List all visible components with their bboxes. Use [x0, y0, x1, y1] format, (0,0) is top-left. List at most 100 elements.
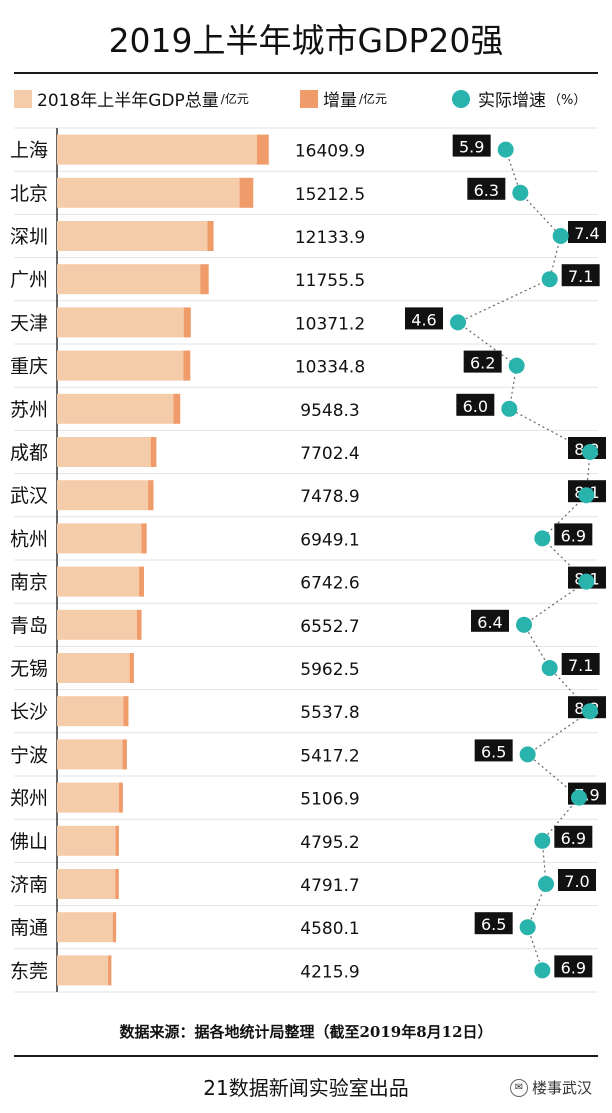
rate-label-bg [405, 307, 443, 330]
legend-item-rate: 实际增速 （%） [452, 86, 586, 111]
bar-base [57, 869, 116, 899]
total-label: 7702.4 [300, 444, 359, 464]
total-label: 6742.6 [300, 574, 359, 594]
rate-label-bg [568, 221, 606, 243]
legend-swatch-increase [300, 89, 318, 108]
total-label: 7478.9 [300, 487, 359, 507]
bar-base [57, 782, 119, 813]
rate-label-bg [452, 134, 491, 157]
bar-base [57, 350, 184, 381]
wechat-icon: ✉ [510, 1078, 528, 1097]
rate-label-bg [558, 869, 596, 891]
rate-dot [578, 487, 595, 504]
bar-base [57, 696, 124, 727]
bar-increase [257, 134, 269, 165]
city-label: 青岛 [10, 615, 48, 637]
rate-label: 6.9 [561, 829, 586, 848]
city-label: 武汉 [10, 485, 48, 507]
rate-dot [501, 400, 518, 417]
rate-label-bg [456, 393, 495, 416]
rate-dot [508, 357, 525, 374]
rate-dot [516, 616, 532, 633]
bar-increase [183, 350, 191, 381]
total-label: 6949.1 [300, 530, 359, 550]
rate-dot [534, 962, 551, 979]
rate-dot [534, 832, 551, 849]
bar-increase [129, 653, 134, 683]
rate-dot [541, 271, 558, 288]
rate-dot [571, 789, 587, 806]
total-label: 5962.5 [300, 660, 359, 680]
data-source: 数据来源：据各地统计局整理（截至2019年8月12日） [119, 1023, 493, 1041]
city-label: 东莞 [10, 960, 48, 982]
total-label: 12133.9 [295, 228, 365, 248]
total-label: 5537.8 [300, 703, 359, 723]
watermark-text: 楼事武汉 [532, 1079, 593, 1097]
bar-increase [115, 825, 119, 856]
city-label: 苏州 [10, 399, 48, 421]
bar-increase [118, 782, 123, 813]
rate-label-bg [561, 653, 600, 675]
city-label: 济南 [10, 874, 48, 896]
bar-base [57, 134, 257, 165]
bar-base [57, 653, 130, 683]
bar-increase [139, 566, 145, 597]
bar-base [57, 307, 184, 338]
bar-increase [173, 393, 181, 424]
city-label: 上海 [10, 140, 48, 162]
bar-increase [137, 609, 142, 640]
bar-base [57, 566, 140, 597]
legend-rate-label: 实际增速 [478, 91, 546, 111]
bar-increase [123, 696, 129, 727]
total-label: 4791.7 [300, 876, 359, 896]
rate-label: 6.9 [561, 526, 586, 545]
rate-label: 6.3 [474, 181, 499, 200]
bar-increase [183, 307, 191, 338]
rate-label-bg [474, 912, 513, 935]
rate-label: 6.4 [477, 613, 502, 632]
rate-dot [450, 314, 466, 331]
bar-base [57, 393, 174, 424]
total-label: 16409.9 [295, 142, 365, 162]
bar-increase [141, 523, 147, 554]
legend-item-base: 2018年上半年GDP总量 /亿元 [14, 86, 249, 111]
rate-dot [519, 919, 536, 936]
bar-base [57, 912, 113, 943]
bar-increase [150, 437, 157, 467]
legend-base-label: 2018年上半年GDP总量 [37, 91, 219, 111]
total-label: 6552.7 [300, 617, 359, 637]
total-label: 5106.9 [300, 790, 359, 810]
bar-base [57, 264, 201, 295]
title-rule [14, 72, 598, 74]
legend-dot-rate [452, 89, 470, 108]
bar-base [57, 609, 137, 640]
rate-label-bg [467, 177, 506, 200]
rate-label: 5.9 [459, 138, 484, 157]
total-label: 10334.8 [295, 358, 365, 378]
rate-label-bg [554, 955, 593, 978]
rate-dot [534, 530, 551, 547]
city-label: 广州 [10, 269, 48, 291]
city-label: 南京 [10, 572, 48, 594]
rate-dot [519, 746, 536, 763]
bar-increase [112, 912, 117, 943]
rate-dot [582, 703, 598, 720]
footer-rule [14, 1055, 598, 1057]
legend-item-increase: 增量 /亿元 [300, 86, 387, 111]
total-label: 4580.1 [300, 919, 359, 939]
legend-inc-unit: /亿元 [359, 92, 388, 106]
total-label: 11755.5 [295, 271, 365, 291]
city-label: 杭州 [10, 528, 48, 550]
city-label: 无锡 [10, 658, 48, 680]
chart-title: 2019上半年城市GDP20强 [108, 21, 504, 60]
rate-label-bg [554, 825, 593, 848]
rate-label-bg [463, 350, 502, 373]
bar-base [57, 955, 109, 986]
total-label: 9548.3 [300, 401, 359, 421]
bar-base [57, 437, 151, 467]
rate-dot [541, 660, 558, 676]
bar-base [57, 177, 240, 208]
rate-label: 7.1 [568, 656, 593, 675]
bar-increase [207, 221, 214, 251]
